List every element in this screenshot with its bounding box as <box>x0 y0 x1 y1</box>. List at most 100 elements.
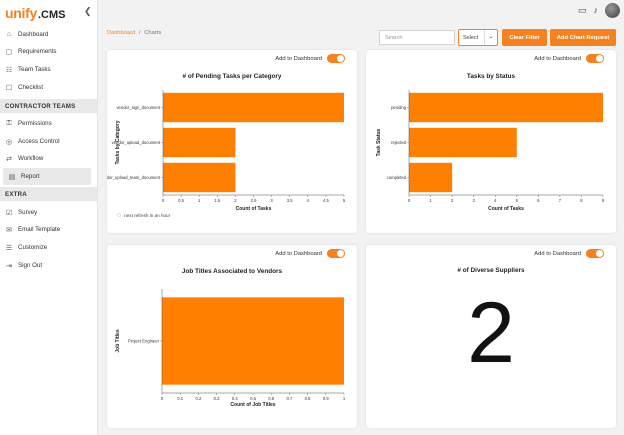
sidebar-item-workflow[interactable]: ⇄ Workflow <box>0 150 97 167</box>
sidebar-item-label: Report <box>21 173 40 180</box>
shield-icon: ◎ <box>5 138 13 146</box>
x-tick-label: 0 <box>162 198 165 203</box>
chart-tasks-by-status: pending rejected completed 0 1 2 3 4 5 6 7 8 9 Count … <box>376 90 605 212</box>
sidebar-item-email-template[interactable]: ✉ Email Template <box>0 221 97 238</box>
add-to-dashboard-toggle[interactable]: Add to Dashboard <box>534 54 604 63</box>
bar-0 <box>162 297 344 385</box>
sidebar-item-label: Customize <box>18 244 48 251</box>
x-tick-label: 0.5 <box>178 198 184 203</box>
refresh-status: ◌ next refresh in an hour <box>117 212 170 219</box>
y-axis-label: Task Status <box>376 128 382 156</box>
add-to-dashboard-label: Add to Dashboard <box>534 55 581 62</box>
sidebar-item-label: Email Template <box>18 226 61 233</box>
x-tick-label: 0 <box>161 396 164 401</box>
bar-1 <box>409 127 517 158</box>
x-tick-label: 0.7 <box>286 396 292 401</box>
sidebar-item-label: Survey <box>18 209 38 216</box>
report-icon: ▤ <box>8 173 16 181</box>
kpi-title: # of Diverse Suppliers <box>457 267 525 274</box>
sidebar-section-header: EXTRA <box>0 187 97 201</box>
sidebar-item-label: Requirements <box>18 48 57 55</box>
add-to-dashboard-label: Add to Dashboard <box>534 250 581 257</box>
bar-0 <box>163 92 344 123</box>
x-tick-label: 0 <box>408 198 411 203</box>
x-tick-label: 5 <box>343 198 346 203</box>
sidebar-item-dashboard[interactable]: ⌂ Dashboard <box>0 26 97 43</box>
sidebar-item-survey[interactable]: ☑ Survey <box>0 204 97 221</box>
category-label: rejected <box>391 140 407 145</box>
x-tick-label: 7 <box>559 198 562 203</box>
chart-title: Tasks by Status <box>466 73 516 80</box>
x-tick-label: 2 <box>451 198 454 203</box>
kpi-value: 2 <box>467 285 515 381</box>
toggle-switch[interactable] <box>586 249 604 258</box>
category-label: Project Engineer <box>128 339 160 344</box>
chart-pending-tasks: vendor_sign_document vendor_upload_docume… <box>107 90 346 212</box>
logo-sub: .CMS <box>37 9 66 21</box>
email-template-icon: ✉ <box>6 226 12 234</box>
toggle-switch[interactable] <box>327 54 345 63</box>
category-label: vendor_upload_document <box>112 140 161 145</box>
add-to-dashboard-toggle[interactable]: Add to Dashboard <box>275 249 345 258</box>
toggle-switch[interactable] <box>327 249 345 258</box>
logo-main: unify <box>5 5 37 21</box>
sidebar-item-checklist[interactable]: ☐ Checklist <box>0 79 97 96</box>
filter-select[interactable]: Select ⌄ <box>458 29 498 46</box>
toggle-switch[interactable] <box>586 54 604 63</box>
logo[interactable]: unify .CMS <box>5 5 65 21</box>
sidebar-item-team-tasks[interactable]: ☷ Team Tasks <box>0 61 97 78</box>
avatar[interactable] <box>605 2 620 18</box>
chart-job-titles: Project Engineer 0 0.1 0.2 0.3 0.4 0.5 0.6 0.7 0.… <box>115 289 346 408</box>
add-to-dashboard-label: Add to Dashboard <box>275 55 322 62</box>
sidebar-item-label: Team Tasks <box>18 66 51 73</box>
y-axis-label: Tasks by Category <box>115 120 121 164</box>
sidebar: unify .CMS ❮ ⌂ Dashboard ▢ Requirements ☷ Tea… <box>0 0 98 435</box>
breadcrumb-dashboard-link[interactable]: Dashboard <box>107 30 136 36</box>
sidebar-item-permissions[interactable]: ⚿ Permissions <box>0 115 97 132</box>
search-placeholder: Search <box>385 34 403 41</box>
chart-card-job-titles: Add to Dashboard Job Titles Associated t… <box>107 245 357 428</box>
kpi-card-diverse-suppliers: Add to Dashboard # of Diverse Suppliers … <box>366 245 616 428</box>
select-value: Select <box>463 34 479 41</box>
sidebar-item-requirements[interactable]: ▢ Requirements <box>0 43 97 60</box>
workflow-icon: ⇄ <box>6 155 12 163</box>
x-tick-label: 5 <box>516 198 519 203</box>
category-label: vendor_upload_team_document <box>107 175 161 180</box>
document-icon: ▢ <box>5 48 13 56</box>
x-tick-label: 1 <box>429 198 432 203</box>
add-chart-request-button[interactable]: Add Chart Request <box>550 29 616 46</box>
checklist-icon: ☐ <box>5 84 13 92</box>
top-icons: ▭ ♪ <box>578 2 620 18</box>
key-icon: ⚿ <box>6 119 12 127</box>
bar-1 <box>163 127 236 158</box>
chevron-left-icon[interactable]: ❮ <box>84 6 92 16</box>
monitor-icon[interactable]: ▭ <box>577 4 587 15</box>
sidebar-item-label: Checklist <box>18 84 44 91</box>
sidebar-item-label: Sign Out <box>18 262 43 269</box>
add-to-dashboard-toggle[interactable]: Add to Dashboard <box>534 249 604 258</box>
search-input[interactable]: Search <box>379 30 455 45</box>
category-label: pending <box>391 105 407 110</box>
sidebar-item-access-control[interactable]: ◎ Access Control <box>0 133 97 150</box>
refresh-text: next refresh in an hour <box>124 213 171 218</box>
x-tick-label: 1.5 <box>214 198 220 203</box>
chevron-down-icon[interactable]: ⌄ <box>484 30 497 45</box>
x-tick-label: 0.4 <box>232 396 238 401</box>
sidebar-item-report[interactable]: ▤ Report <box>3 168 91 185</box>
bell-icon[interactable]: ♪ <box>593 5 599 15</box>
home-icon: ⌂ <box>6 31 12 38</box>
sidebar-item-sign-out[interactable]: ⇥ Sign Out <box>0 257 97 274</box>
sidebar-section-header: CONTRACTOR TEAMS <box>0 99 97 113</box>
customize-icon: ☰ <box>5 244 13 252</box>
chart-card-pending-tasks: Add to Dashboard # of Pending Tasks per … <box>107 50 357 233</box>
clear-filter-button[interactable]: Clear Filter <box>502 29 547 46</box>
chart-title: Job Titles Associated to Vendors <box>181 268 283 275</box>
sidebar-item-label: Permissions <box>18 120 52 127</box>
x-tick-label: 2.5 <box>251 198 257 203</box>
sidebar-item-customize[interactable]: ☰ Customize <box>0 239 97 256</box>
x-tick-label: 9 <box>602 198 605 203</box>
add-to-dashboard-toggle[interactable]: Add to Dashboard <box>275 54 345 63</box>
x-tick-label: 4.5 <box>323 198 329 203</box>
x-tick-label: 1 <box>343 396 346 401</box>
bar-2 <box>163 162 236 193</box>
